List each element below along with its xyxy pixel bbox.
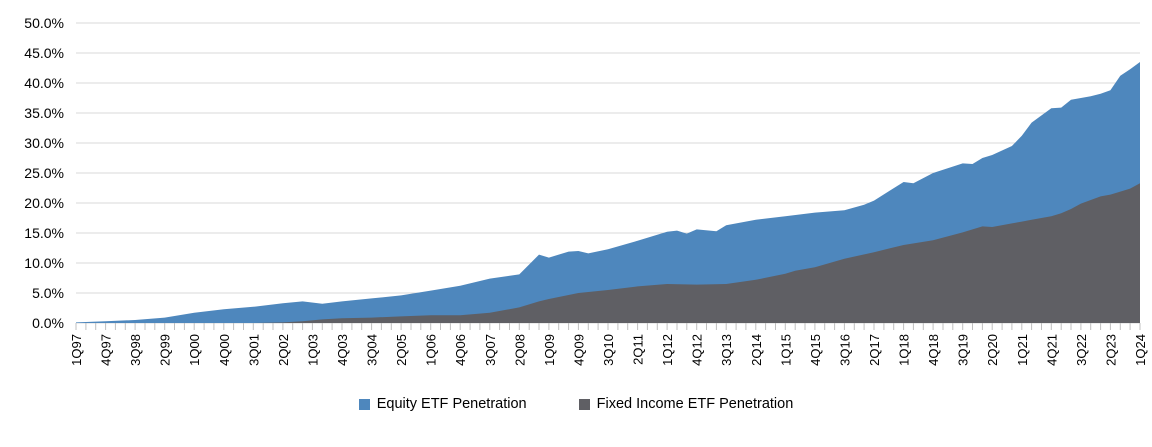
legend-swatch-equity-icon: [358, 398, 370, 410]
y-axis-tick-label: 5.0%: [32, 285, 64, 301]
x-axis-tick-label: 1Q24: [1133, 334, 1148, 366]
x-axis-tick-label: 2Q99: [158, 334, 173, 366]
x-axis-tick-label: 3Q98: [128, 334, 143, 366]
x-axis-tick-label: 3Q01: [246, 334, 261, 366]
y-axis-tick-label: 45.0%: [24, 45, 64, 61]
x-axis-tick-label: 1Q15: [778, 334, 793, 366]
x-axis-tick-label: 1Q00: [187, 334, 202, 366]
x-axis-tick-label: 3Q10: [601, 334, 616, 366]
y-axis-tick-label: 25.0%: [24, 165, 64, 181]
y-axis-tick-label: 35.0%: [24, 105, 64, 121]
legend-label-fixed-income: Fixed Income ETF Penetration: [596, 396, 794, 412]
x-axis-tick-label: 3Q13: [719, 334, 734, 366]
x-axis-tick-label: 3Q04: [365, 334, 380, 366]
x-axis-tick-label: 4Q03: [335, 334, 350, 366]
legend-swatch-fixed-income-icon: [578, 398, 590, 410]
x-axis-tick-label: 4Q00: [217, 334, 232, 366]
x-axis-tick-label: 1Q09: [542, 334, 557, 366]
chart-legend: Equity ETF Penetration Fixed Income ETF …: [0, 396, 1152, 412]
x-axis-tick-label: 4Q97: [99, 334, 114, 366]
x-axis-tick-label: 2Q17: [867, 334, 882, 366]
y-axis-tick-label: 20.0%: [24, 195, 64, 211]
x-axis-tick-label: 3Q22: [1074, 334, 1089, 366]
x-axis-tick-label: 1Q18: [897, 334, 912, 366]
x-axis-tick-label: 2Q14: [749, 334, 764, 366]
x-axis-tick-label: 2Q11: [631, 334, 646, 365]
x-axis-tick-label: 4Q21: [1044, 334, 1059, 366]
y-axis-tick-label: 50.0%: [24, 15, 64, 31]
x-axis-tick-label: 2Q02: [276, 334, 291, 366]
x-axis-tick-label: 2Q20: [985, 334, 1000, 366]
y-axis-tick-label: 0.0%: [32, 315, 64, 331]
x-axis-tick-label: 4Q06: [453, 334, 468, 366]
x-axis-tick-label: 2Q05: [394, 334, 409, 366]
y-axis-tick-label: 15.0%: [24, 225, 64, 241]
y-axis-tick-label: 10.0%: [24, 255, 64, 271]
legend-label-equity: Equity ETF Penetration: [376, 396, 527, 412]
x-axis-tick-label: 1Q97: [69, 334, 84, 366]
y-axis-tick-label: 40.0%: [24, 75, 64, 91]
x-axis-tick-label: 1Q03: [305, 334, 320, 366]
plot-area: 0.0% 5.0% 10.0% 15.0% 20.0% 25.0% 30.0% 35.0% 40…: [24, 15, 1148, 366]
legend-item-fixed-income-etf-penetration: Fixed Income ETF Penetration: [578, 396, 794, 412]
x-axis-tick-label: 4Q12: [690, 334, 705, 366]
x-axis-tick-label: 3Q07: [483, 334, 498, 366]
x-axis-tick-label: 4Q18: [926, 334, 941, 366]
x-axis-tick-label: 3Q16: [837, 334, 852, 366]
x-axis-tick-label: 1Q21: [1015, 334, 1030, 366]
x-axis-tick-label: 2Q23: [1103, 334, 1118, 366]
x-axis-tick-label: 2Q08: [512, 334, 527, 366]
y-axis-tick-label: 30.0%: [24, 135, 64, 151]
x-axis-tick-label: 4Q15: [808, 334, 823, 366]
legend-item-equity-etf-penetration: Equity ETF Penetration: [358, 396, 527, 412]
x-axis-tick-label: 4Q09: [571, 334, 586, 366]
x-axis-tick-label: 1Q12: [660, 334, 675, 366]
x-axis-tick-label: 1Q06: [424, 334, 439, 366]
x-axis-tick-label: 3Q19: [956, 334, 971, 366]
area-series-fixed-income: [76, 183, 1140, 323]
